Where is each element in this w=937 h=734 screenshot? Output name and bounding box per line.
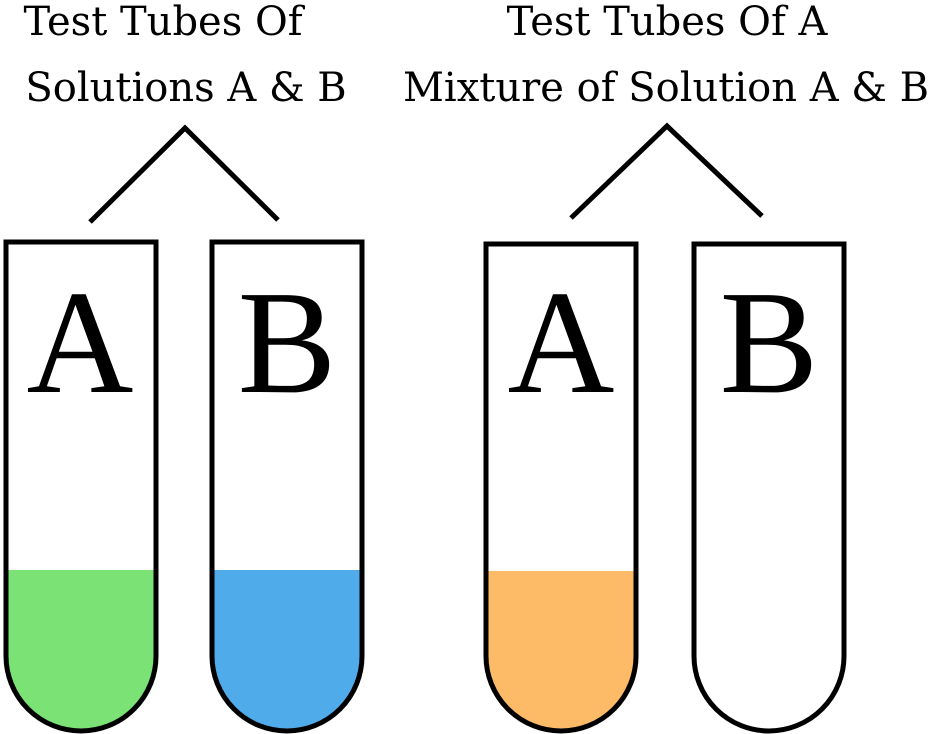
test-tube-b: B [209,239,365,734]
group-mixture-caption-line-1: Test Tubes Of A [507,0,829,45]
tube-liquid [488,571,634,729]
tube-outline [3,239,159,734]
group-solutions-caption-line-2: Solutions A & B [25,65,346,111]
tube-outline [691,241,847,734]
tube-label: A [508,261,615,425]
test-tube-a: A [483,241,639,734]
group-mixture-bracket [569,122,764,220]
test-tube-b: B [691,241,847,734]
tube-label: A [27,261,134,425]
group-solutions-caption-line-1: Test Tubes Of [23,0,305,45]
tube-outline [209,239,365,734]
tube-liquid [214,570,360,729]
tube-label: B [238,261,337,425]
tube-outline [483,241,639,734]
tube-label: B [720,261,819,425]
group-solutions: Test Tubes Of Solutions A & B A B [3,0,365,734]
group-solutions-bracket [88,124,280,224]
group-mixture: Test Tubes Of A Mixture of Solution A & … [403,0,929,734]
tube-liquid [8,570,154,729]
test-tube-a: A [3,239,159,734]
group-mixture-caption-line-2: Mixture of Solution A & B [403,65,929,111]
